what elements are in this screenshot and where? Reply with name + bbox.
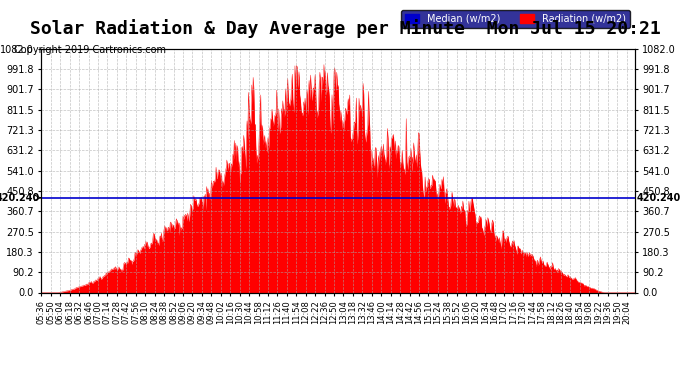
Legend: Median (w/m2), Radiation (w/m2): Median (w/m2), Radiation (w/m2): [401, 10, 630, 27]
Text: 420.240: 420.240: [0, 193, 40, 203]
Text: Copyright 2019 Cartronics.com: Copyright 2019 Cartronics.com: [14, 45, 166, 55]
Text: 420.240: 420.240: [636, 193, 680, 203]
Text: Solar Radiation & Day Average per Minute  Mon Jul 15 20:21: Solar Radiation & Day Average per Minute…: [30, 19, 660, 38]
